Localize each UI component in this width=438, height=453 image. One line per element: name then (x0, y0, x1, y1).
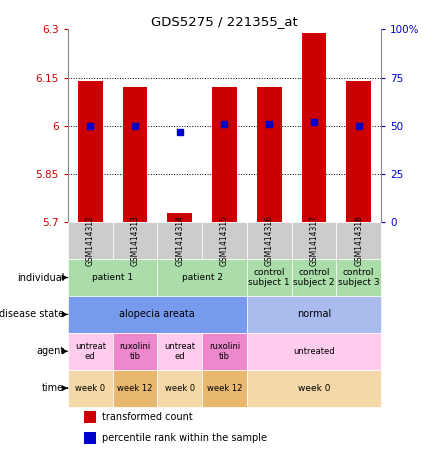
Bar (68, 370, 113, 407)
Bar (113, 370, 157, 407)
Bar (68, 222, 113, 259)
Point (311, 118, 318, 125)
Point (221, 120, 228, 127)
Text: individual: individual (17, 273, 64, 283)
Text: untreated: untreated (293, 347, 335, 356)
Text: week 0: week 0 (165, 384, 195, 393)
Point (266, 120, 273, 127)
Point (355, 122, 362, 130)
Text: GSM1414313: GSM1414313 (131, 215, 139, 266)
Text: GSM1414315: GSM1414315 (220, 215, 229, 266)
Point (87, 122, 94, 130)
Bar (247, 259, 292, 296)
Title: GDS5275 / 221355_at: GDS5275 / 221355_at (151, 15, 298, 28)
Text: control
subject 2: control subject 2 (293, 268, 335, 287)
Bar (247, 222, 292, 259)
Bar (68, 259, 157, 296)
Bar (157, 370, 202, 407)
Bar (68, 333, 113, 370)
Bar (157, 259, 247, 296)
Text: untreat
ed: untreat ed (75, 342, 106, 361)
Text: GSM1414317: GSM1414317 (310, 215, 318, 266)
Text: GSM1414314: GSM1414314 (175, 215, 184, 266)
Bar (247, 370, 381, 407)
Text: agent: agent (36, 346, 64, 356)
Bar (78, 81, 102, 222)
Text: ruxolini
tib: ruxolini tib (120, 342, 151, 361)
Bar (336, 259, 381, 296)
Point (176, 128, 183, 135)
Text: percentile rank within the sample: percentile rank within the sample (102, 433, 267, 443)
Text: week 12: week 12 (207, 384, 242, 393)
Text: week 12: week 12 (117, 384, 153, 393)
Bar (202, 333, 247, 370)
Text: patient 1: patient 1 (92, 273, 133, 282)
Text: time: time (42, 383, 64, 393)
Text: week 0: week 0 (298, 384, 330, 393)
Bar (84, 432, 96, 444)
Bar (68, 296, 247, 333)
Bar (302, 33, 326, 222)
Bar (113, 333, 157, 370)
Bar (247, 296, 381, 333)
Text: normal: normal (297, 309, 331, 319)
Bar (292, 222, 336, 259)
Text: week 0: week 0 (75, 384, 105, 393)
Bar (247, 333, 381, 370)
Text: untreat
ed: untreat ed (164, 342, 195, 361)
Text: patient 2: patient 2 (182, 273, 223, 282)
Bar (202, 222, 247, 259)
Text: GSM1414316: GSM1414316 (265, 215, 274, 266)
Text: transformed count: transformed count (102, 412, 193, 422)
Bar (292, 259, 336, 296)
Bar (212, 87, 237, 222)
Text: disease state: disease state (0, 309, 64, 319)
Text: control
subject 3: control subject 3 (338, 268, 379, 287)
Bar (84, 411, 96, 423)
Text: ruxolini
tib: ruxolini tib (209, 342, 240, 361)
Bar (113, 222, 157, 259)
Bar (257, 87, 282, 222)
Text: control
subject 1: control subject 1 (248, 268, 290, 287)
Bar (167, 212, 192, 222)
Text: alopecia areata: alopecia areata (120, 309, 195, 319)
Point (131, 122, 138, 130)
Bar (202, 370, 247, 407)
Bar (336, 222, 381, 259)
Bar (346, 81, 371, 222)
Bar (157, 222, 202, 259)
Text: GSM1414312: GSM1414312 (86, 215, 95, 266)
Text: GSM1414318: GSM1414318 (354, 215, 363, 266)
Bar (123, 87, 147, 222)
Bar (157, 333, 202, 370)
